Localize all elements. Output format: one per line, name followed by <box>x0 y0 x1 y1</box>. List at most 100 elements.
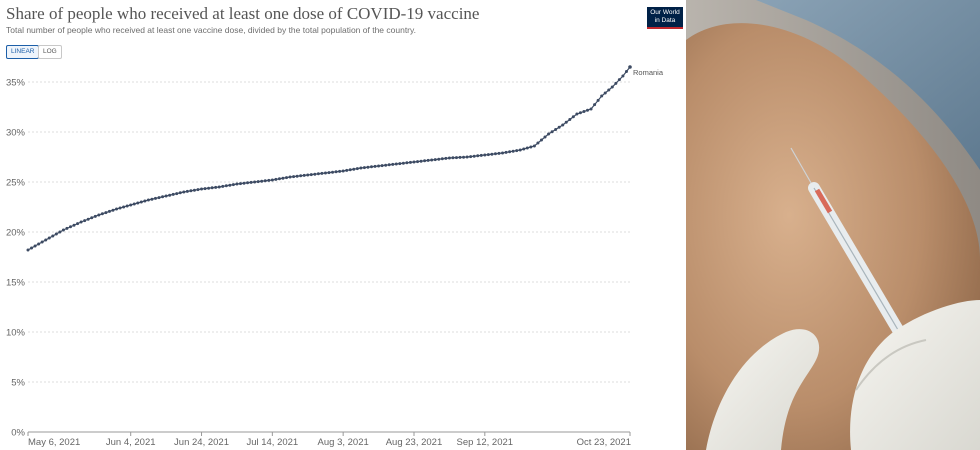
data-point <box>47 236 51 240</box>
vaccination-photo-illustration <box>686 0 980 450</box>
series-label-romania: Romania <box>633 68 664 77</box>
data-point <box>132 202 136 206</box>
data-point <box>139 200 143 204</box>
data-point <box>277 177 281 181</box>
data-point <box>476 154 480 158</box>
data-point <box>571 115 575 119</box>
data-point <box>398 162 402 166</box>
data-point <box>373 164 377 168</box>
data-point <box>292 175 296 179</box>
data-point <box>504 150 508 154</box>
data-point <box>543 135 547 139</box>
data-point <box>125 204 129 208</box>
data-point <box>465 155 469 159</box>
data-point <box>79 220 83 224</box>
data-point <box>380 164 384 168</box>
data-point <box>359 166 363 170</box>
x-tick-label: May 6, 2021 <box>28 437 80 448</box>
data-point <box>575 112 579 116</box>
data-point <box>214 185 218 189</box>
data-point <box>327 171 331 175</box>
data-point <box>295 174 299 178</box>
data-point <box>600 94 604 98</box>
data-point <box>472 154 476 158</box>
data-point <box>93 214 97 218</box>
right-gloved-hand <box>850 300 980 450</box>
data-point <box>532 144 536 148</box>
data-point <box>83 219 87 223</box>
data-point <box>143 199 147 203</box>
data-point <box>561 123 565 127</box>
data-point <box>107 209 111 213</box>
data-point <box>58 230 62 234</box>
data-point <box>493 152 497 156</box>
data-point <box>238 182 242 186</box>
data-point <box>192 188 196 192</box>
data-point <box>614 81 618 85</box>
axes: 0% 5% 10% 15% 20% 25% 30% 35% May 6, 2021 Jun 4, … <box>6 78 631 449</box>
data-point <box>267 178 271 182</box>
data-point <box>171 192 175 196</box>
data-point <box>260 179 264 183</box>
glove-fold <box>855 339 927 391</box>
data-point <box>529 145 533 149</box>
y-tick-label: 30% <box>6 128 26 139</box>
data-point <box>178 191 182 195</box>
data-point <box>539 138 543 142</box>
data-point <box>366 165 370 169</box>
data-point <box>391 162 395 166</box>
data-point <box>610 85 614 89</box>
data-point <box>490 152 494 156</box>
line-chart: 0% 5% 10% 15% 20% 25% 30% 35% May 6, 2021 Jun 4, … <box>6 65 664 449</box>
data-point <box>447 156 451 160</box>
data-point <box>316 172 320 176</box>
our-world-in-data-logo[interactable]: Our World in Data <box>647 7 683 29</box>
data-point <box>309 173 313 177</box>
data-point <box>508 150 512 154</box>
data-point <box>281 176 285 180</box>
chart-panel: 0% 5% 10% 15% 20% 25% 30% 35% May 6, 2021 Jun 4, … <box>5 4 683 449</box>
data-point <box>182 190 186 194</box>
data-point <box>161 195 165 199</box>
data-point <box>454 156 458 160</box>
data-point <box>228 183 232 187</box>
data-point <box>256 180 260 184</box>
data-point <box>338 169 342 173</box>
data-point <box>596 98 600 102</box>
linear-scale-button[interactable]: LINEAR <box>6 45 40 59</box>
data-point <box>168 193 172 197</box>
data-point <box>224 184 228 188</box>
data-point <box>405 161 409 165</box>
data-point <box>210 186 214 190</box>
data-point <box>515 149 519 153</box>
data-point <box>217 185 221 189</box>
logo-line-2: in Data <box>654 16 676 24</box>
data-point <box>274 177 278 181</box>
data-point <box>90 216 94 220</box>
data-point <box>30 246 34 250</box>
data-point <box>51 234 55 238</box>
data-point <box>419 159 423 163</box>
data-point <box>430 158 434 162</box>
data-point <box>377 164 381 168</box>
data-point <box>118 206 122 210</box>
data-point <box>44 238 48 242</box>
data-point <box>394 162 398 166</box>
data-point <box>136 201 140 205</box>
data-point <box>100 212 104 216</box>
data-point <box>362 166 366 170</box>
x-tick-label: Jun 4, 2021 <box>106 437 156 448</box>
data-point <box>582 110 586 113</box>
data-point <box>578 111 582 115</box>
data-point <box>104 211 108 215</box>
data-point <box>479 153 483 157</box>
data-point <box>285 176 289 180</box>
data-point <box>54 232 58 236</box>
data-point <box>564 120 568 124</box>
data-point <box>288 175 292 179</box>
log-scale-button[interactable]: LOG <box>38 45 62 59</box>
data-point <box>469 155 473 159</box>
data-point <box>76 222 80 226</box>
x-tick-label: Jun 24, 2021 <box>174 437 229 448</box>
x-tick-label: Aug 3, 2021 <box>318 437 369 448</box>
